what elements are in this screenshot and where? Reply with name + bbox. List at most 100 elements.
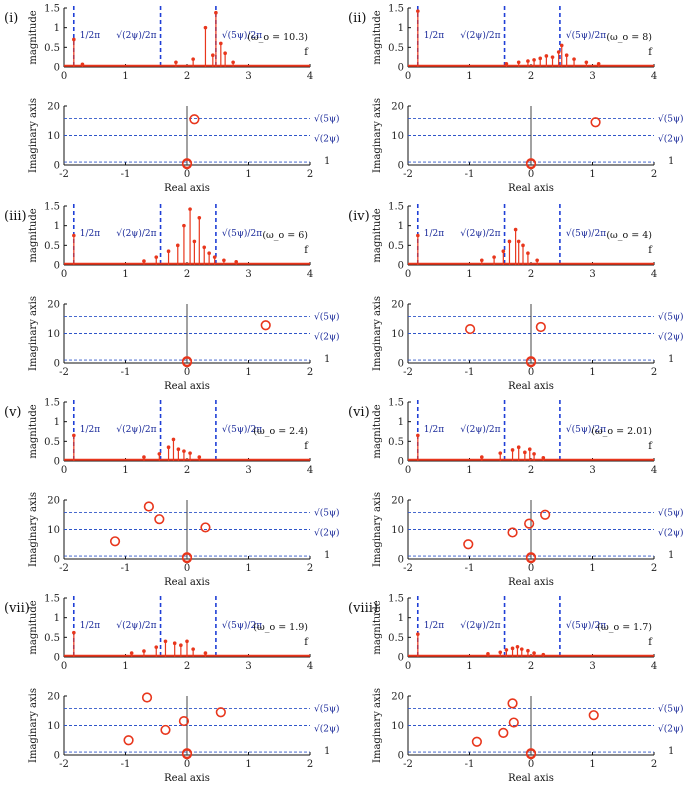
complex-ytick-label: 10 xyxy=(47,525,60,536)
spectrum-point xyxy=(179,643,183,647)
complex-ytick-label: 20 xyxy=(47,496,60,507)
spectrum-xtick-label: 4 xyxy=(651,661,657,672)
frequency-variable-label: f xyxy=(304,245,309,256)
ref-label-one-over-2pi: 1/2π xyxy=(424,425,444,435)
spectrum-xtick-label: 3 xyxy=(589,661,595,672)
complex-xtick-label: 2 xyxy=(307,759,313,770)
spectrum-point xyxy=(559,43,564,48)
ref-level-label-sqrt5psi: √(5ψ) xyxy=(658,113,684,124)
complex-xtick-label: 1 xyxy=(589,169,595,180)
spectrum-ytick-label: 0 xyxy=(398,63,404,74)
spectrum-point xyxy=(526,648,530,653)
complex-xtick-label: -1 xyxy=(121,563,131,574)
panel-4: 00.511.50 1 2 3 41/2π √(2ψ)/2π √(5ψ)/2π (ω_o = … xyxy=(348,202,684,393)
complex-xtick-label: -2 xyxy=(59,563,69,574)
spectrum-ytick-label: 1 xyxy=(398,23,404,34)
spectrum-point xyxy=(234,260,238,264)
spectrum-ytick-label: 0.5 xyxy=(388,241,404,252)
spectrum-point xyxy=(176,447,181,452)
spectrum-ytick-label: 1.5 xyxy=(44,594,60,605)
spectrum-ytick-label: 0.5 xyxy=(44,633,60,644)
spectrum-xtick-label: 0 xyxy=(405,661,411,672)
complex-ytick-label: 0 xyxy=(54,751,60,762)
spectrum-ytick-label: 1.5 xyxy=(44,202,60,213)
complex-xlabel: Real axis xyxy=(508,577,554,588)
spectrum-point xyxy=(510,448,515,452)
spectrum-ytick-label: 0 xyxy=(398,653,404,664)
spectrum-xtick-label: 1 xyxy=(466,465,472,476)
complex-xtick-label: -2 xyxy=(403,367,413,378)
spectrum-point xyxy=(480,258,484,263)
complex-xtick-label: 2 xyxy=(651,563,657,574)
spectrum-xtick-label: 0 xyxy=(405,71,411,82)
spectrum-point xyxy=(515,644,520,649)
spectrum-xtick-label: 3 xyxy=(245,661,251,672)
ref-label-sqrt5psi-over-2pi: √(5ψ)/2π xyxy=(566,30,606,41)
spectrum-point xyxy=(182,223,186,228)
root-marker xyxy=(471,736,482,747)
spectrum-point xyxy=(510,646,515,651)
omega-label: (ω_o = 1.9) xyxy=(253,622,308,633)
spectrum-ytick-label: 0 xyxy=(54,457,60,468)
complex-ytick-label: 20 xyxy=(391,102,404,113)
complex-xlabel: Real axis xyxy=(508,381,554,392)
spectrum-xtick-label: 1 xyxy=(122,465,128,476)
complex-ytick-label: 0 xyxy=(398,359,404,370)
root-marker xyxy=(200,522,211,533)
complex-ytick-label: 0 xyxy=(54,359,60,370)
spectrum-point xyxy=(175,243,180,248)
spectrum-point xyxy=(513,227,518,232)
panel-1: 00.511.50 1 2 3 41/2π √(2ψ)/2π √(5ψ)/2π(ω_o = … xyxy=(4,4,340,195)
spectrum-xtick-label: 1 xyxy=(122,661,128,672)
complex-ylabel: Imaginary axis xyxy=(28,688,39,763)
spectrum-point xyxy=(498,451,503,455)
ref-label-sqrt2psi-over-2pi: √(2ψ)/2π xyxy=(460,424,500,435)
root-marker xyxy=(540,509,551,520)
complex-ylabel: Imaginary axis xyxy=(372,98,383,173)
panel-label: (vi) xyxy=(348,405,370,420)
spectrum-point xyxy=(188,207,192,211)
spectrum-xtick-label: 3 xyxy=(589,269,595,280)
complex-ytick-label: 10 xyxy=(391,721,404,732)
complex-ytick-label: 20 xyxy=(47,300,60,311)
spectrum-point xyxy=(526,251,530,255)
spectrum-xtick-label: 0 xyxy=(61,71,67,82)
ref-label-sqrt5psi-over-2pi: √(5ψ)/2π xyxy=(222,424,262,435)
complex-ytick-label: 0 xyxy=(54,555,60,566)
spectrum-point xyxy=(538,56,543,61)
spectrum-point xyxy=(188,451,192,455)
complex-xtick-label: -2 xyxy=(403,169,413,180)
complex-ytick-label: 0 xyxy=(398,751,404,762)
spectrum-point xyxy=(72,233,76,238)
spectrum-point xyxy=(416,233,420,238)
ref-label-sqrt2psi-over-2pi: √(2ψ)/2π xyxy=(460,30,500,41)
spectrum-ytick-label: 1.5 xyxy=(44,4,60,15)
root-marker xyxy=(181,748,193,759)
spectrum-ytick-label: 0 xyxy=(54,63,60,74)
complex-xlabel: Real axis xyxy=(164,773,210,784)
root-marker xyxy=(181,552,193,563)
frequency-variable-label: f xyxy=(304,47,309,58)
omega-label: (ω_o = 6) xyxy=(262,230,308,241)
spectrum-xtick-label: 2 xyxy=(528,269,534,280)
root-marker xyxy=(525,748,537,759)
spectrum-ylabel: magnitude xyxy=(372,208,383,262)
spectrum-ytick-label: 1.5 xyxy=(388,398,404,409)
panel-label: (i) xyxy=(4,11,18,26)
spectrum-point xyxy=(154,255,159,259)
complex-xtick-label: 2 xyxy=(651,169,657,180)
root-marker xyxy=(535,321,546,333)
spectrum-xtick-label: 2 xyxy=(184,269,190,280)
spectrum-ytick-label: 1.5 xyxy=(388,594,404,605)
complex-xtick-label: -1 xyxy=(121,367,131,378)
spectrum-point xyxy=(72,433,76,438)
spectrum-point xyxy=(142,259,146,263)
spectrum-point xyxy=(504,62,509,66)
complex-ylabel: Imaginary axis xyxy=(28,296,39,371)
spectrum-point xyxy=(527,447,532,452)
complex-ytick-label: 10 xyxy=(47,721,60,732)
spectrum-xtick-label: 2 xyxy=(184,661,190,672)
complex-xtick-label: 1 xyxy=(245,169,251,180)
ref-label-sqrt5psi-over-2pi: √(5ψ)/2π xyxy=(222,30,262,41)
spectrum-xtick-label: 4 xyxy=(307,465,313,476)
